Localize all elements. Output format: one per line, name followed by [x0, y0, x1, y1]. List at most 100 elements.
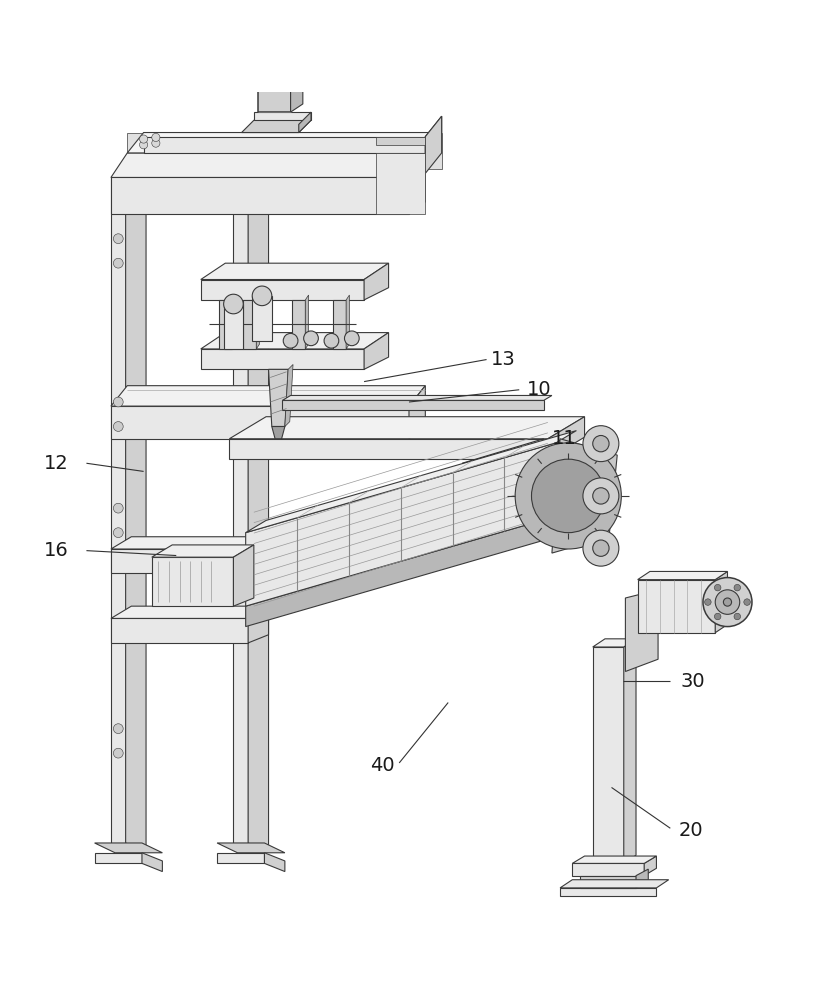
Polygon shape: [248, 177, 268, 851]
Circle shape: [152, 133, 160, 142]
Polygon shape: [548, 417, 585, 459]
Circle shape: [114, 234, 124, 244]
Circle shape: [593, 540, 609, 556]
Polygon shape: [638, 571, 727, 580]
Polygon shape: [200, 280, 364, 300]
Circle shape: [723, 598, 731, 606]
Circle shape: [593, 488, 609, 504]
Text: 20: 20: [678, 821, 703, 840]
Polygon shape: [111, 153, 425, 177]
Text: 13: 13: [491, 350, 515, 369]
Circle shape: [714, 613, 721, 620]
Polygon shape: [217, 853, 264, 863]
Polygon shape: [409, 153, 425, 214]
Circle shape: [252, 286, 272, 306]
Text: 16: 16: [44, 541, 69, 560]
Polygon shape: [254, 112, 311, 120]
Circle shape: [152, 139, 160, 147]
Polygon shape: [645, 856, 656, 876]
Polygon shape: [292, 300, 305, 349]
Polygon shape: [229, 439, 548, 459]
Circle shape: [515, 443, 622, 549]
Circle shape: [303, 331, 318, 346]
Polygon shape: [111, 177, 409, 214]
Polygon shape: [560, 880, 668, 888]
Text: 30: 30: [681, 672, 705, 691]
Circle shape: [140, 135, 148, 143]
Circle shape: [263, 0, 293, 3]
Circle shape: [704, 599, 711, 605]
Circle shape: [114, 748, 124, 758]
Polygon shape: [409, 386, 425, 439]
Circle shape: [532, 459, 605, 533]
Polygon shape: [299, 112, 311, 133]
Circle shape: [283, 333, 298, 348]
Polygon shape: [376, 153, 425, 214]
Polygon shape: [200, 263, 389, 280]
Polygon shape: [111, 406, 409, 439]
Polygon shape: [364, 333, 389, 369]
Polygon shape: [111, 177, 126, 843]
Polygon shape: [233, 177, 248, 843]
Polygon shape: [290, 0, 303, 112]
Circle shape: [744, 599, 750, 605]
Polygon shape: [364, 263, 389, 300]
Circle shape: [583, 478, 619, 514]
Circle shape: [344, 331, 359, 346]
Circle shape: [114, 503, 124, 513]
Polygon shape: [573, 856, 656, 863]
Polygon shape: [245, 431, 577, 533]
Polygon shape: [111, 386, 425, 406]
Polygon shape: [593, 647, 624, 863]
Circle shape: [714, 584, 721, 591]
Polygon shape: [241, 120, 311, 133]
Polygon shape: [152, 557, 233, 606]
Text: 12: 12: [44, 454, 69, 473]
Polygon shape: [217, 843, 285, 853]
Polygon shape: [95, 843, 163, 853]
Polygon shape: [552, 439, 618, 553]
Polygon shape: [282, 400, 544, 410]
Polygon shape: [111, 549, 248, 573]
Circle shape: [734, 584, 740, 591]
Circle shape: [593, 435, 609, 452]
Polygon shape: [272, 427, 285, 439]
Circle shape: [140, 141, 148, 149]
Polygon shape: [376, 137, 425, 145]
Polygon shape: [218, 300, 231, 349]
Circle shape: [114, 724, 124, 734]
Polygon shape: [626, 590, 658, 671]
Circle shape: [223, 294, 243, 314]
Circle shape: [734, 613, 740, 620]
Polygon shape: [636, 869, 649, 888]
Polygon shape: [333, 300, 346, 349]
Circle shape: [583, 530, 619, 566]
Polygon shape: [231, 295, 235, 349]
Polygon shape: [200, 333, 389, 349]
Polygon shape: [346, 295, 349, 349]
Polygon shape: [233, 545, 254, 606]
Polygon shape: [152, 545, 254, 557]
Polygon shape: [593, 639, 636, 647]
Polygon shape: [111, 537, 268, 549]
Polygon shape: [248, 537, 268, 573]
Polygon shape: [624, 639, 636, 863]
Polygon shape: [715, 571, 727, 633]
Polygon shape: [223, 304, 243, 349]
Circle shape: [114, 258, 124, 268]
Polygon shape: [285, 364, 293, 427]
Polygon shape: [425, 116, 442, 153]
Text: 40: 40: [371, 756, 395, 775]
Polygon shape: [144, 137, 425, 153]
Circle shape: [114, 528, 124, 538]
Polygon shape: [249, 0, 311, 6]
Polygon shape: [258, 6, 290, 112]
Polygon shape: [243, 300, 256, 349]
Polygon shape: [305, 295, 308, 349]
Polygon shape: [248, 606, 268, 643]
Polygon shape: [282, 395, 552, 400]
Circle shape: [114, 397, 124, 407]
Circle shape: [703, 578, 752, 627]
Polygon shape: [142, 853, 163, 872]
Polygon shape: [128, 133, 442, 153]
